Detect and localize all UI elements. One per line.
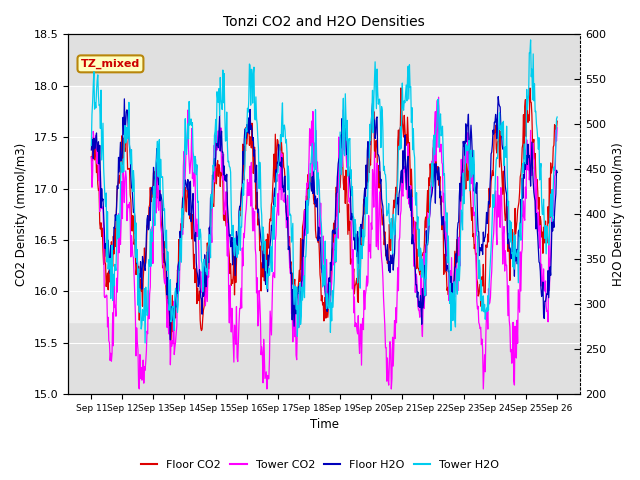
- Bar: [68, 86, 580, 322]
- Y-axis label: CO2 Density (mmol/m3): CO2 Density (mmol/m3): [15, 143, 28, 286]
- X-axis label: Time: Time: [310, 419, 339, 432]
- Text: TZ_mixed: TZ_mixed: [81, 59, 140, 69]
- Legend: Floor CO2, Tower CO2, Floor H2O, Tower H2O: Floor CO2, Tower CO2, Floor H2O, Tower H…: [136, 456, 504, 474]
- Y-axis label: H2O Density (mmol/m3): H2O Density (mmol/m3): [612, 143, 625, 286]
- Title: Tonzi CO2 and H2O Densities: Tonzi CO2 and H2O Densities: [223, 15, 425, 29]
